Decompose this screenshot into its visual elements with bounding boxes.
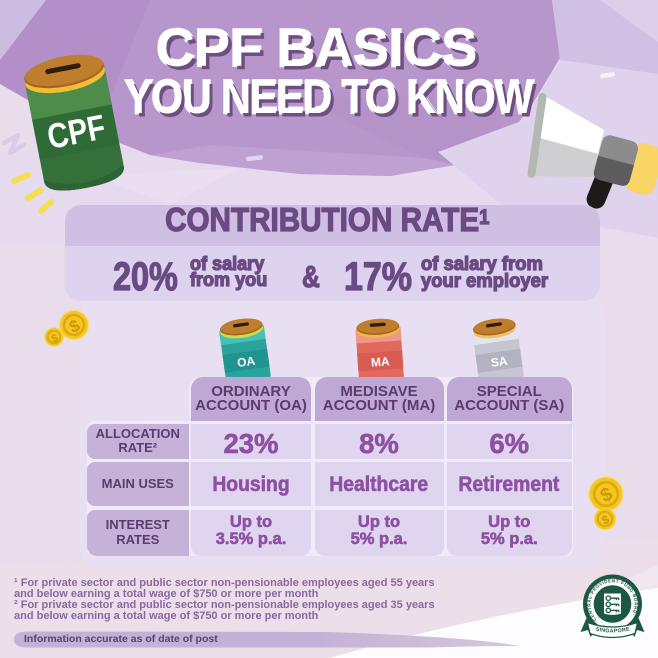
svg-text:$: $ <box>50 332 61 345</box>
svg-text:SINGAPORE: SINGAPORE <box>595 626 631 634</box>
svg-text:MA: MA <box>371 354 391 369</box>
svg-text:SA: SA <box>490 354 509 370</box>
svg-text:OA: OA <box>236 354 256 370</box>
